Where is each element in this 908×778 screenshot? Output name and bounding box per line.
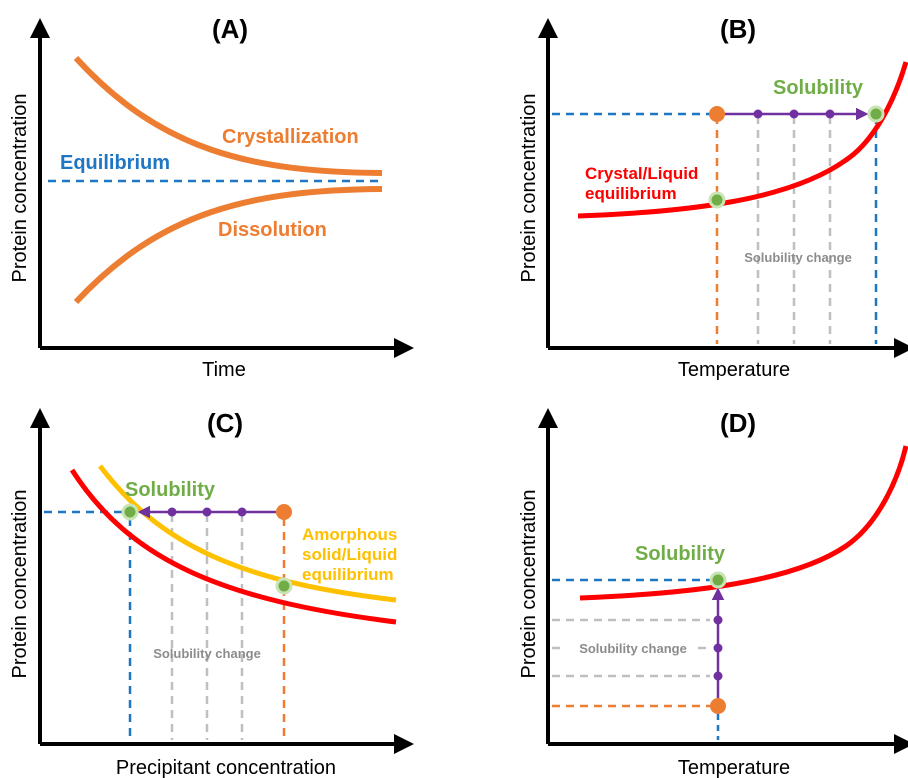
panel-d-crystal-curve [579, 445, 908, 601]
panel-d-solubility-label: Solubility [635, 543, 726, 565]
panel-c-crystal-curve [69, 468, 397, 625]
panel-c-amorphous-curve [98, 464, 397, 603]
panel-a-label: (A) [212, 14, 248, 44]
panel-b-change-label: Solubility change [744, 250, 852, 265]
panel-d-step-point [713, 615, 723, 625]
panel-c-y-title: Protein concentration [9, 489, 31, 678]
panel-b-step-point [789, 109, 799, 119]
panel-b: (B) Temperature Protein concentration So… [518, 14, 908, 381]
panel-b-solubility-label: Solubility [773, 77, 864, 99]
panel-c-amorphous-label-3: equilibrium [302, 565, 394, 584]
panel-a-crystallization-curve [73, 55, 383, 176]
panel-b-step-point [753, 109, 763, 119]
panel-c-step-point [237, 507, 247, 517]
panel-c-x-title: Precipitant concentration [116, 757, 336, 778]
panel-c-change-label: Solubility change [153, 646, 261, 661]
panel-c-step-point [167, 507, 177, 517]
panel-d-solubility-point [709, 571, 727, 589]
panel-b-solubility-point [867, 105, 885, 123]
panel-d-start-point [710, 698, 726, 714]
panel-b-y-title: Protein concentration [518, 93, 540, 282]
panel-d-change-label: Solubility change [579, 641, 687, 656]
panel-d-label: (D) [720, 408, 756, 438]
panel-d-x-title: Temperature [678, 757, 790, 778]
panel-b-curve-label-1: Crystal/Liquid [585, 164, 698, 183]
panel-a-equilibrium-label: Equilibrium [60, 152, 170, 174]
panel-c-label: (C) [207, 408, 243, 438]
panel-c-solubility-point [121, 503, 139, 521]
panel-b-curve-label-2: equilibrium [585, 184, 677, 203]
panel-b-label: (B) [720, 14, 756, 44]
panel-c-amorphous-label-2: solid/Liquid [302, 545, 397, 564]
panel-d-step-point [713, 671, 723, 681]
panel-b-step-point [825, 109, 835, 119]
panel-c-step-point [202, 507, 212, 517]
panel-b-x-title: Temperature [678, 359, 790, 381]
panel-a-y-title: Protein concentration [9, 93, 31, 282]
panel-c: (C) Precipitant concentration Protein co… [9, 408, 414, 778]
panel-c-start-point [276, 504, 292, 520]
panel-d: (D) Temperature Protein concentration So… [518, 408, 908, 778]
panel-b-crystal-liquid-curve [577, 61, 908, 219]
panel-b-equilibrium-point [708, 191, 726, 209]
panel-a-x-title: Time [202, 359, 246, 381]
panel-c-equilibrium-point [275, 577, 293, 595]
panel-d-step-point [713, 643, 723, 653]
panel-d-y-title: Protein concentration [518, 489, 540, 678]
panel-a: (A) Time Protein concentration Equilibri… [9, 14, 414, 381]
panel-c-solubility-label: Solubility [125, 479, 216, 501]
panel-a-dissolution-label: Dissolution [218, 219, 327, 241]
panel-a-dissolution-curve [73, 186, 383, 305]
panel-c-amorphous-label-1: Amorphous [302, 525, 397, 544]
panel-a-crystallization-label: Crystallization [222, 126, 359, 148]
panel-b-start-point [709, 106, 725, 122]
